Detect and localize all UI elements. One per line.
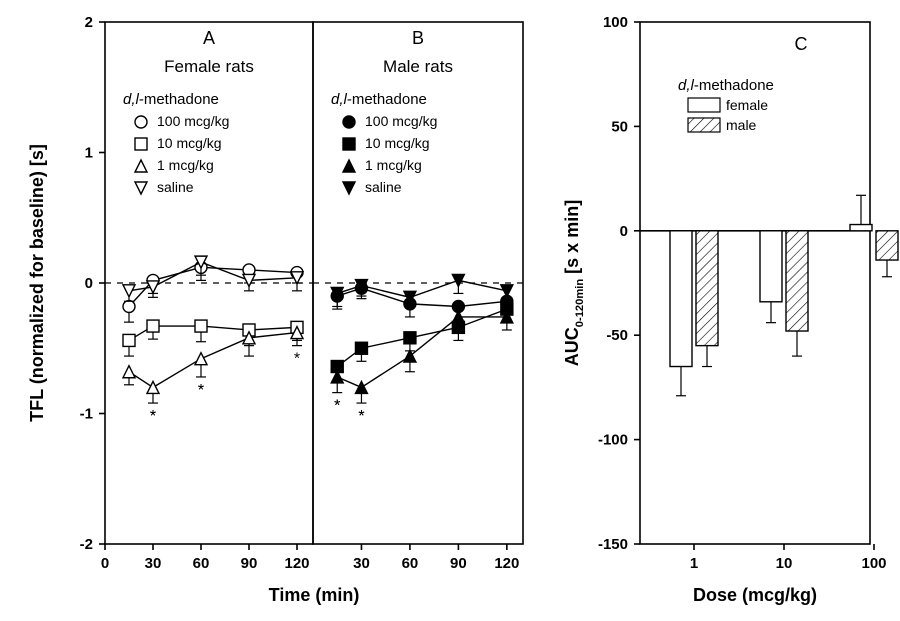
panel-C: -150 -100 -50 0 50 100 AUC0-120min [s x min] Cd… xyxy=(562,14,898,605)
legend-item-label: 10 mcg/kg xyxy=(365,135,430,151)
y-axis-label: TFL (normalized for baseline) [s] xyxy=(27,144,47,422)
legend-item-label: 1 mcg/kg xyxy=(365,157,422,173)
ytick-label: -100 xyxy=(598,432,628,449)
figure: -2 -1 0 1 2 TFL (normalized for baseline) [s]… xyxy=(0,0,900,621)
ytick-label: 0 xyxy=(620,223,628,240)
panel-subtitle: d,l-methadone xyxy=(678,77,774,94)
panel-letter: A xyxy=(203,28,215,48)
legend-item-label: 1 mcg/kg xyxy=(157,157,214,173)
series-line xyxy=(337,309,507,366)
significance-star: * xyxy=(150,408,156,425)
y-axis-label: AUC0-120min [s x min] xyxy=(562,200,586,366)
panel-letter: C xyxy=(795,34,808,54)
significance-star: * xyxy=(294,351,300,368)
xtick-label: 30 xyxy=(145,555,162,572)
xtick-label: 1 xyxy=(690,555,698,572)
panel-subtitle: Female rats xyxy=(164,57,254,76)
bar xyxy=(850,225,872,231)
bar xyxy=(876,231,898,260)
panel-subtitle: Male rats xyxy=(383,57,453,76)
bar xyxy=(696,231,718,346)
bar xyxy=(786,231,808,331)
xtick-label: 90 xyxy=(241,555,258,572)
legend-item-label: 100 mcg/kg xyxy=(157,113,229,129)
xtick-label: 30 xyxy=(353,555,370,572)
legend-item-label: saline xyxy=(157,179,194,195)
panel-A: -2 -1 0 1 2 TFL (normalized for baseline) [s]… xyxy=(27,14,313,572)
x-axis-label: Dose (mcg/kg) xyxy=(693,585,817,605)
legend-swatch xyxy=(688,118,720,132)
ytick-label: 1 xyxy=(85,145,93,162)
legend-item-label: 10 mcg/kg xyxy=(157,135,222,151)
ytick-label: -2 xyxy=(80,536,93,553)
xtick-label: 100 xyxy=(861,555,886,572)
legend-item-label: saline xyxy=(365,179,402,195)
xtick-label: 120 xyxy=(284,555,309,572)
xtick-label: 0 xyxy=(101,555,109,572)
significance-star: * xyxy=(334,398,340,415)
figure-svg: -2 -1 0 1 2 TFL (normalized for baseline) [s]… xyxy=(0,0,900,621)
significance-star: * xyxy=(358,408,364,425)
xtick-label: 60 xyxy=(402,555,419,572)
ytick-label: -1 xyxy=(80,406,93,423)
ytick-label: 50 xyxy=(611,118,628,135)
legend-item-label: male xyxy=(726,117,757,133)
legend-header: d,l-methadone xyxy=(331,91,427,108)
ytick-label: 0 xyxy=(85,275,93,292)
bar xyxy=(760,231,782,302)
ytick-label: 2 xyxy=(85,14,93,31)
xtick-label: 120 xyxy=(494,555,519,572)
ytick-label: 100 xyxy=(603,14,628,31)
bar xyxy=(670,231,692,367)
ytick-label: -150 xyxy=(598,536,628,553)
series-line xyxy=(129,333,297,388)
legend-item-label: 100 mcg/kg xyxy=(365,113,437,129)
xtick-label: 10 xyxy=(776,555,793,572)
panel-letter: B xyxy=(412,28,424,48)
legend-swatch xyxy=(688,98,720,112)
xtick-label: 90 xyxy=(450,555,467,572)
legend-item-label: female xyxy=(726,97,768,113)
panel-B: 30 60 90 120 B Male rats d,l-methadone 100 mcg/… xyxy=(313,22,523,572)
significance-star: * xyxy=(198,382,204,399)
xtick-label: 60 xyxy=(193,555,210,572)
x-axis-label: Time (min) xyxy=(269,585,360,605)
ytick-label: -50 xyxy=(606,327,628,344)
legend-header: d,l-methadone xyxy=(123,91,219,108)
